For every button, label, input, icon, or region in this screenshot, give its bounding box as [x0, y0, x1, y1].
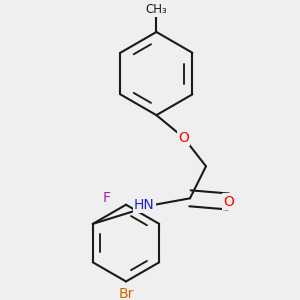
- Text: O: O: [178, 130, 189, 145]
- Text: HN: HN: [134, 198, 155, 212]
- Text: CH₃: CH₃: [146, 3, 167, 16]
- Text: Br: Br: [118, 287, 134, 300]
- Text: F: F: [103, 191, 111, 205]
- Text: O: O: [223, 194, 234, 208]
